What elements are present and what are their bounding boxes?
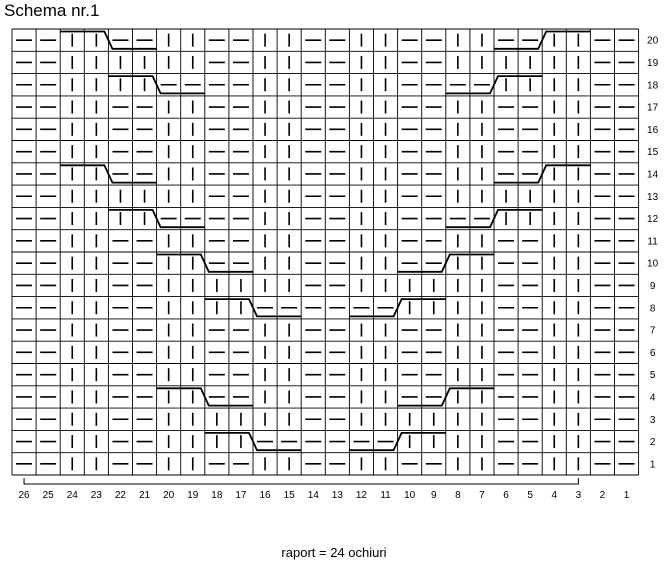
cable-r12-down-right <box>108 208 205 229</box>
cable-r14-down-right <box>60 164 157 184</box>
row-number-7: 7 <box>650 326 656 337</box>
column-number-22: 22 <box>115 490 127 501</box>
column-number-19: 19 <box>187 490 199 501</box>
row-numbers: 20 19 18 17 16 15 14 13 12 11 10 9 8 7 6 5 4 3 2 1 <box>647 36 659 471</box>
column-number-25: 25 <box>43 490 55 501</box>
cable-r18-up-right <box>445 75 543 95</box>
cable-r2-up-right <box>349 431 446 452</box>
row-number-16: 16 <box>647 125 659 136</box>
repeat-label: raport = 24 ochiuri <box>281 545 387 560</box>
row-number-9: 9 <box>650 281 656 292</box>
column-number-10: 10 <box>404 490 416 501</box>
cable-crossings <box>60 30 591 452</box>
row-number-18: 18 <box>647 80 659 91</box>
column-number-16: 16 <box>259 490 271 501</box>
row-number-10: 10 <box>647 259 659 270</box>
row-number-15: 15 <box>647 147 659 158</box>
stitch-cells <box>16 33 635 471</box>
row-number-1: 1 <box>650 459 656 470</box>
column-number-20: 20 <box>163 490 175 501</box>
row-number-6: 6 <box>650 348 656 359</box>
cable-r4-down-right <box>156 387 253 407</box>
row-number-2: 2 <box>650 437 656 448</box>
row-number-8: 8 <box>650 303 656 314</box>
column-number-8: 8 <box>455 490 461 501</box>
row-number-19: 19 <box>647 58 659 69</box>
column-number-24: 24 <box>67 490 79 501</box>
column-number-7: 7 <box>479 490 485 501</box>
column-number-23: 23 <box>91 490 103 501</box>
column-number-14: 14 <box>308 490 320 501</box>
row-number-13: 13 <box>647 192 659 203</box>
row-number-5: 5 <box>650 370 656 381</box>
chart-title: Schema nr.1 <box>4 1 100 20</box>
column-number-11: 11 <box>380 490 391 501</box>
column-number-9: 9 <box>431 490 437 501</box>
row-number-11: 11 <box>647 236 658 247</box>
row-number-3: 3 <box>650 415 656 426</box>
repeat-bracket <box>23 478 579 485</box>
cable-r4-up-right <box>397 387 494 407</box>
row-number-14: 14 <box>647 169 659 180</box>
cable-r10-up-right <box>397 253 494 273</box>
grid-lines <box>11 28 640 476</box>
column-number-3: 3 <box>576 490 582 501</box>
column-number-13: 13 <box>332 490 344 501</box>
cable-r18-down-right <box>108 75 205 95</box>
column-numbers: 26 25 24 23 22 21 20 19 18 17 16 15 14 13 12 11 10 9 8 7 6 5 4… <box>18 490 629 501</box>
cable-r2-down-right <box>204 431 302 452</box>
column-number-21: 21 <box>139 490 151 501</box>
row-number-20: 20 <box>647 36 659 47</box>
column-number-26: 26 <box>18 490 30 501</box>
column-number-18: 18 <box>211 490 223 501</box>
column-number-1: 1 <box>624 490 630 501</box>
column-number-12: 12 <box>356 490 368 501</box>
cable-r8-up-right <box>349 298 446 318</box>
column-number-6: 6 <box>503 490 509 501</box>
cable-r14-up-right <box>494 164 591 184</box>
cable-r10-down-right <box>156 253 253 273</box>
cable-r12-up-right <box>445 208 543 229</box>
column-number-4: 4 <box>551 490 557 501</box>
column-number-15: 15 <box>284 490 296 501</box>
column-number-5: 5 <box>527 490 533 501</box>
cable-r20-up-right <box>494 30 591 50</box>
cable-r8-down-right <box>204 298 302 318</box>
row-number-17: 17 <box>647 103 659 114</box>
row-number-12: 12 <box>647 214 659 225</box>
column-number-17: 17 <box>235 490 247 501</box>
cable-r20-down-right <box>60 30 157 50</box>
row-number-4: 4 <box>650 392 656 403</box>
repeat-bracket-line <box>23 478 579 485</box>
column-number-2: 2 <box>600 490 606 501</box>
